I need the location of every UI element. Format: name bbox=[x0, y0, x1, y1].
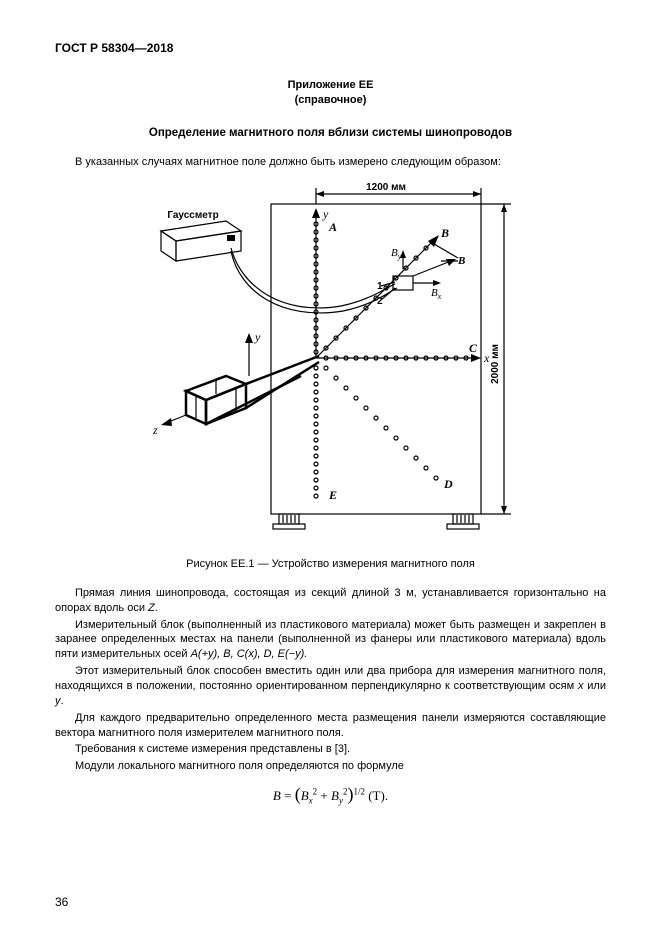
pt-Bp: B bbox=[457, 255, 465, 267]
axis-yp-label: y bbox=[254, 330, 261, 344]
formula: B = (Bx2 + By2)1/2 (Т). bbox=[55, 782, 606, 807]
chain-D bbox=[324, 366, 438, 480]
page-number: 36 bbox=[55, 894, 68, 910]
dim-w-label: 1200 мм bbox=[366, 182, 406, 193]
appendix-sub: (справочное) bbox=[55, 93, 606, 108]
gauss-label: Гауссметр bbox=[167, 210, 218, 221]
vec-By-sub: y bbox=[396, 252, 401, 261]
busbar-trunk: z y bbox=[152, 330, 319, 437]
figure-svg: 1200 мм 2000 мм y A bbox=[131, 176, 531, 546]
axis-x-label: x bbox=[483, 351, 490, 365]
pt-D: D bbox=[443, 477, 453, 491]
chain-E bbox=[314, 366, 318, 498]
pt-A: A bbox=[328, 220, 337, 234]
dim-h-label: 2000 мм bbox=[490, 344, 501, 384]
pt-C: C bbox=[469, 341, 478, 355]
section-title: Определение магнитного поля вблизи систе… bbox=[55, 126, 606, 142]
feet bbox=[273, 514, 479, 529]
pt-E: E bbox=[328, 488, 337, 502]
axis-y-label: y bbox=[322, 207, 329, 221]
axis-z-label: z bbox=[152, 423, 158, 437]
pt-B: B bbox=[440, 226, 449, 240]
appendix-label: Приложение ЕЕ bbox=[55, 78, 606, 93]
gaussmeter: Гауссметр bbox=[161, 210, 397, 313]
doc-code: ГОСТ Р 58304—2018 bbox=[55, 40, 606, 56]
body-text: Прямая линия шинопровода, состоящая из с… bbox=[55, 586, 606, 774]
svg-text:By: By bbox=[391, 247, 402, 261]
vec-Bx-sub: x bbox=[436, 292, 441, 301]
figure-caption: Рисунок ЕЕ.1 — Устройство измерения магн… bbox=[55, 557, 606, 572]
figure: 1200 мм 2000 мм y A bbox=[55, 176, 606, 551]
svg-text:Bx: Bx bbox=[431, 287, 442, 301]
intro-text: В указанных случаях магнитное поле должн… bbox=[55, 155, 606, 170]
